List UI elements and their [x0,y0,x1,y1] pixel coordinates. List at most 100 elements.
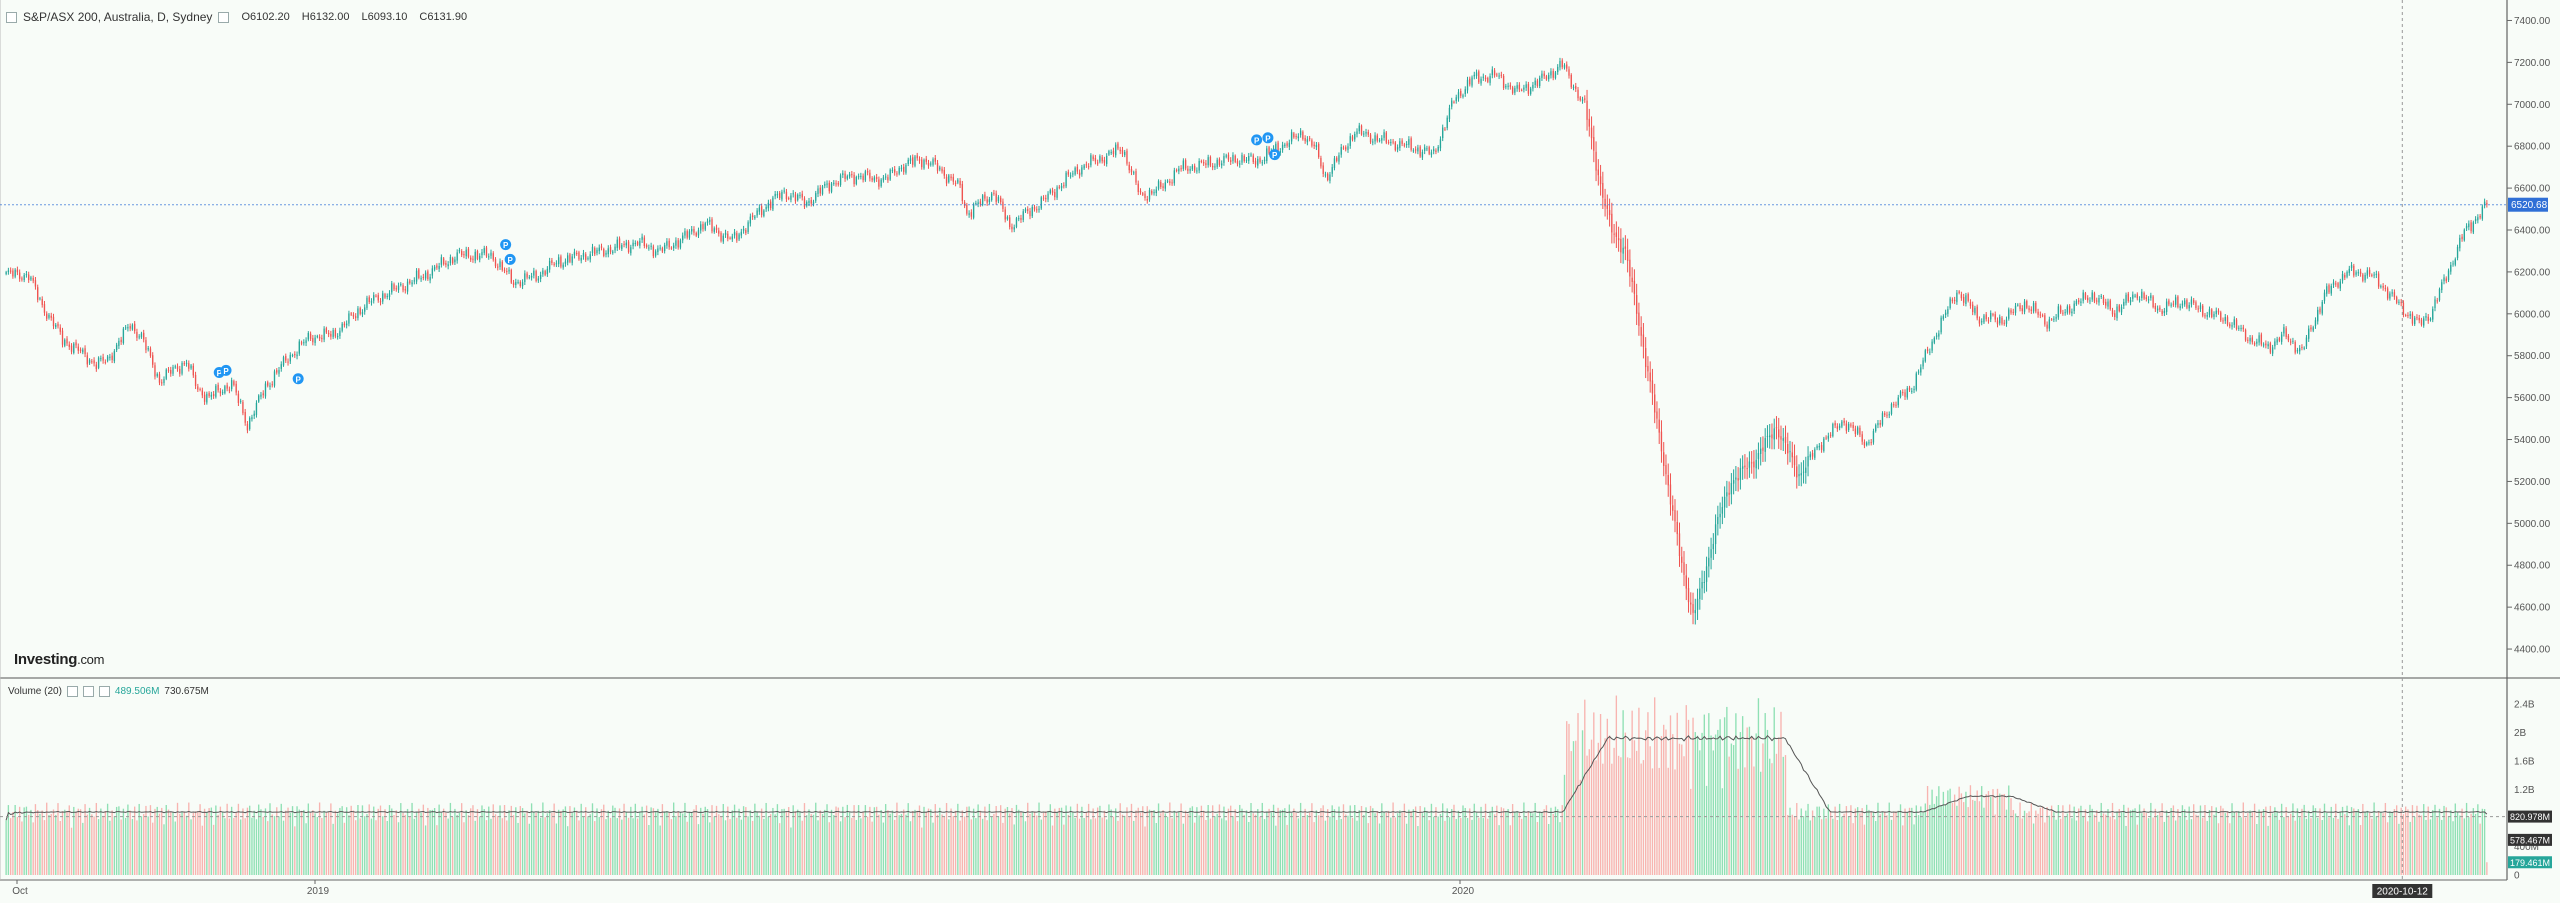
volume-bar [1875,821,1877,875]
volume-bar [835,806,837,875]
candle-body [2251,337,2254,343]
candle-body [799,194,801,196]
candle-body [521,282,524,287]
candle-body [2382,286,2384,288]
volume-bar [131,818,134,875]
volume-bar [2147,818,2150,875]
candle-body [1182,160,1185,169]
volume-bar [1385,812,1388,875]
candle-body [190,365,192,369]
candle-body [1507,85,1509,87]
volume-eye-icon[interactable] [82,686,94,697]
volume-bar [2321,819,2323,875]
volume-bar [2240,817,2242,875]
candle-body [778,192,781,199]
candle-body [1358,125,1360,132]
volume-close-icon[interactable] [98,686,110,697]
candle-body [853,174,855,185]
volume-bar [55,814,57,875]
volume-bar [1374,813,1376,875]
volume-bar [571,813,573,875]
volume-bar [494,814,497,875]
volume-bar [984,806,986,875]
candle-body [652,246,655,257]
badge-letter: P [507,256,513,265]
candle-body [2350,265,2353,268]
volume-bar [2359,825,2362,875]
volume-value-label: 578.467M [2510,835,2550,845]
eye-toggle-icon[interactable] [218,11,230,23]
candle-body [1926,349,1929,352]
candle-body [1545,76,1548,80]
volume-bar [772,807,774,875]
volume-bar [1320,808,1322,875]
volume-bar [2111,802,2114,875]
candle-body [1004,209,1006,220]
volume-bar [86,814,88,875]
volume-bar [2398,823,2400,875]
candle-body [720,232,722,241]
candle-body [2244,329,2247,341]
volume-bar [1491,806,1493,875]
volume-bar [303,809,305,875]
candle-body [470,257,472,260]
candle-body [539,274,542,279]
volume-bar [1741,716,1744,875]
volume-bar [2436,817,2438,875]
candle-body [1288,142,1291,147]
volume-bar [1888,802,1890,875]
volume-bar [1690,788,1692,875]
volume-bar [336,813,339,875]
volume-bar [373,806,375,875]
candle-body [1252,155,1254,162]
candle-body [713,228,715,232]
volume-bar [943,816,945,875]
volume-bar [431,809,434,875]
candle-body [111,355,113,360]
volume-bar [1009,813,1011,875]
volume-bar [1022,812,1024,875]
volume-bar [298,809,300,875]
volume-bar [451,817,454,875]
volume-bar [1342,804,1345,875]
candle-body [1649,372,1651,382]
volume-settings-icon[interactable] [66,686,78,697]
volume-bar [2089,804,2091,875]
volume-bar [1160,813,1162,875]
volume-bar [2021,818,2023,875]
candle-body [990,193,993,201]
volume-bar [553,803,555,875]
candle-body [2168,300,2170,305]
candle-body [1520,89,1523,91]
candle-body [1502,75,1505,88]
volume-bar [1236,821,1239,875]
candle-body [2353,265,2355,276]
candle-body [686,231,688,238]
volume-bar [2202,817,2204,875]
price-tick-label: 7400.00 [2514,16,2551,27]
volume-bar [636,818,639,875]
volume-bar [379,805,382,875]
candle-body [700,224,702,231]
volume-bar [188,802,190,875]
candle-body [736,233,738,241]
candle-body [557,257,560,265]
volume-bar [652,808,655,875]
dividend-badge-icon [1269,149,1281,161]
volume-bar [896,802,898,875]
volume-bar [988,803,991,875]
volume-bar [1024,821,1027,875]
candle-body [485,247,488,257]
candle-body [2380,286,2382,288]
candle-body [2010,310,2012,313]
candle-body [2260,334,2263,345]
candle-body [1744,465,1746,468]
volume-ma-line [5,734,2488,821]
volume-bar [1004,808,1006,875]
collapse-button[interactable] [6,11,17,23]
volume-bar [1281,809,1284,875]
volume-bar [900,813,903,875]
candle-body [2107,301,2109,307]
